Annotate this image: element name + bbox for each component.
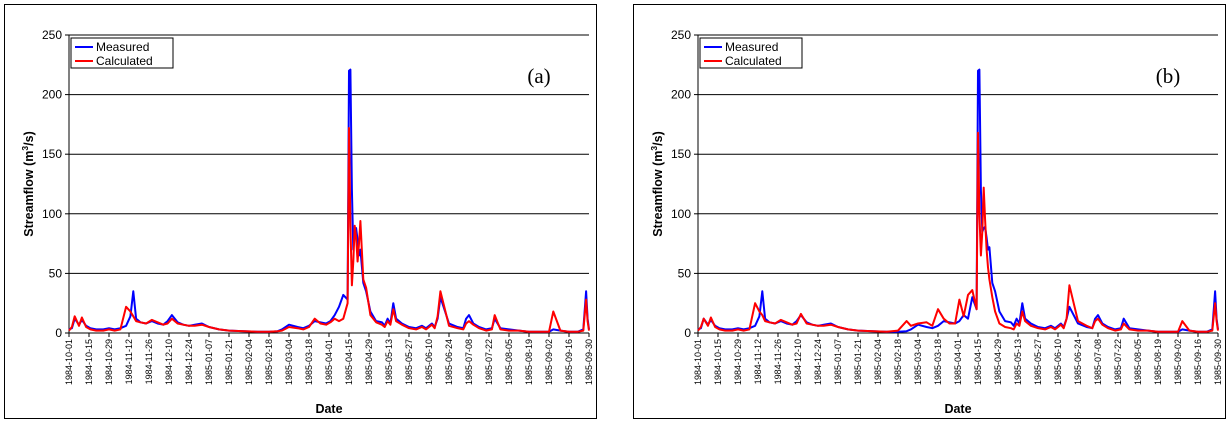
x-tick-label: 1985-05-27 xyxy=(1033,339,1043,385)
legend-label-calculated: Calculated xyxy=(96,54,153,68)
legend-box xyxy=(699,37,803,69)
x-tick-label: 1984-12-10 xyxy=(164,339,174,385)
y-tick-label: 250 xyxy=(671,28,691,42)
x-tick-label: 1985-09-02 xyxy=(544,339,554,385)
chart-panel-b: 0 50 100 150 200 250 1984-10-01 1984-10-15 1984-… xyxy=(633,4,1226,419)
series-line-calculated xyxy=(68,127,590,333)
x-tick-label: 1985-03-18 xyxy=(304,339,314,385)
x-tick-label: 1985-02-04 xyxy=(873,339,883,385)
series-line-measured xyxy=(697,68,1219,333)
x-tick-label: 1985-05-13 xyxy=(384,339,394,385)
y-tick-label: 100 xyxy=(671,207,691,221)
y-tick-label: 150 xyxy=(671,147,691,161)
y-axis-title-part: Streamflow (m xyxy=(651,151,665,237)
y-axis-title-part: /s) xyxy=(22,131,36,146)
y-tick-label: 0 xyxy=(684,326,691,340)
y-axis-title-part: /s) xyxy=(651,131,665,146)
legend-label-measured: Measured xyxy=(96,40,149,54)
x-tick-label: 1985-04-15 xyxy=(344,339,354,385)
x-tick-label: 1984-10-29 xyxy=(104,339,114,385)
x-tick-label: 1985-01-21 xyxy=(224,339,234,385)
x-tick-label: 1985-07-22 xyxy=(1113,339,1123,385)
x-tick-label: 1985-09-16 xyxy=(564,339,574,385)
x-tick-label: 1985-03-04 xyxy=(284,339,294,385)
x-tick-label: 1985-02-18 xyxy=(893,339,903,385)
x-tick-label: 1985-04-15 xyxy=(973,339,983,385)
y-tick-label: 0 xyxy=(55,326,62,340)
x-tick-label: 1985-04-29 xyxy=(364,339,374,385)
x-tick-label: 1985-03-18 xyxy=(933,339,943,385)
x-axis-title: Date xyxy=(944,402,971,416)
x-tick-label: 1984-11-12 xyxy=(124,339,134,384)
x-tick-label: 1985-04-01 xyxy=(953,339,963,385)
x-tick-label: 1984-12-24 xyxy=(813,339,823,385)
x-tick-label: 1985-01-07 xyxy=(204,339,214,385)
x-tick-label: 1984-11-26 xyxy=(144,339,154,384)
y-tick-label: 200 xyxy=(42,88,62,102)
y-tick-label: 250 xyxy=(42,28,62,42)
chart-panel-a: 0 50 100 150 200 250 1984-10-01 1984-10-15 1984-… xyxy=(4,4,597,419)
x-tick-label: 1985-09-16 xyxy=(1193,339,1203,385)
x-tick-label: 1985-01-07 xyxy=(833,339,843,385)
x-tick-label: 1985-04-01 xyxy=(324,339,334,385)
panel-label: (b) xyxy=(1156,64,1181,88)
y-tick-label: 100 xyxy=(42,207,62,221)
x-tick-label: 1985-06-10 xyxy=(424,339,434,385)
x-tick-label: 1984-10-01 xyxy=(693,339,703,385)
y-tick-label: 150 xyxy=(42,147,62,161)
x-tick-label: 1985-08-05 xyxy=(504,339,514,385)
y-tick-label: 50 xyxy=(678,266,692,280)
x-tick-label: 1985-09-30 xyxy=(584,339,594,385)
x-tick-label: 1985-06-24 xyxy=(444,339,454,385)
x-tick-label: 1985-04-29 xyxy=(993,339,1003,385)
x-tick-label: 1984-12-24 xyxy=(184,339,194,385)
panel-label: (a) xyxy=(527,64,550,88)
x-tick-label: 1985-07-08 xyxy=(1093,339,1103,385)
series-line-calculated xyxy=(697,131,1219,333)
y-tick-label: 200 xyxy=(671,88,691,102)
x-tick-label: 1985-09-02 xyxy=(1173,339,1183,385)
x-tick-label: 1985-06-24 xyxy=(1073,339,1083,385)
x-tick-label: 1984-10-15 xyxy=(84,339,94,385)
legend-label-calculated: Calculated xyxy=(725,54,782,68)
y-tick-label: 50 xyxy=(49,266,63,280)
x-tick-label: 1985-02-04 xyxy=(244,339,254,385)
x-tick-label: 1984-10-29 xyxy=(733,339,743,385)
x-tick-label: 1985-08-19 xyxy=(1153,339,1163,385)
chart-a: 0 50 100 150 200 250 1984-10-01 1984-10-15 1984-… xyxy=(20,28,594,416)
x-tick-label: 1985-07-22 xyxy=(484,339,494,385)
x-axis-title: Date xyxy=(315,402,342,416)
x-tick-label: 1985-05-13 xyxy=(1013,339,1023,385)
y-axis-title-part: Streamflow (m xyxy=(22,151,36,237)
chart-b: 0 50 100 150 200 250 1984-10-01 1984-10-15 1984-… xyxy=(649,28,1223,416)
x-tick-label: 1985-05-27 xyxy=(404,339,414,385)
x-tick-label: 1984-11-26 xyxy=(773,339,783,384)
x-tick-label: 1985-08-19 xyxy=(524,339,534,385)
x-tick-label: 1985-08-05 xyxy=(1133,339,1143,385)
x-tick-label: 1984-10-15 xyxy=(713,339,723,385)
x-tick-label: 1985-03-04 xyxy=(913,339,923,385)
x-tick-label: 1984-10-01 xyxy=(64,339,74,385)
x-tick-label: 1985-07-08 xyxy=(464,339,474,385)
y-axis-title: Streamflow (m3/s) xyxy=(20,131,36,236)
x-tick-label: 1985-09-30 xyxy=(1213,339,1223,385)
x-tick-label: 1984-12-10 xyxy=(793,339,803,385)
y-axis-title-sup: 3 xyxy=(20,146,30,151)
x-tick-label: 1984-11-12 xyxy=(753,339,763,384)
x-tick-label: 1985-06-10 xyxy=(1053,339,1063,385)
y-axis-title-sup: 3 xyxy=(649,146,659,151)
x-tick-label: 1985-01-21 xyxy=(853,339,863,385)
legend-box xyxy=(70,37,174,69)
x-tick-label: 1985-02-18 xyxy=(264,339,274,385)
y-axis-title: Streamflow (m3/s) xyxy=(649,131,665,236)
legend-label-measured: Measured xyxy=(725,40,778,54)
series-line-measured xyxy=(68,68,590,333)
